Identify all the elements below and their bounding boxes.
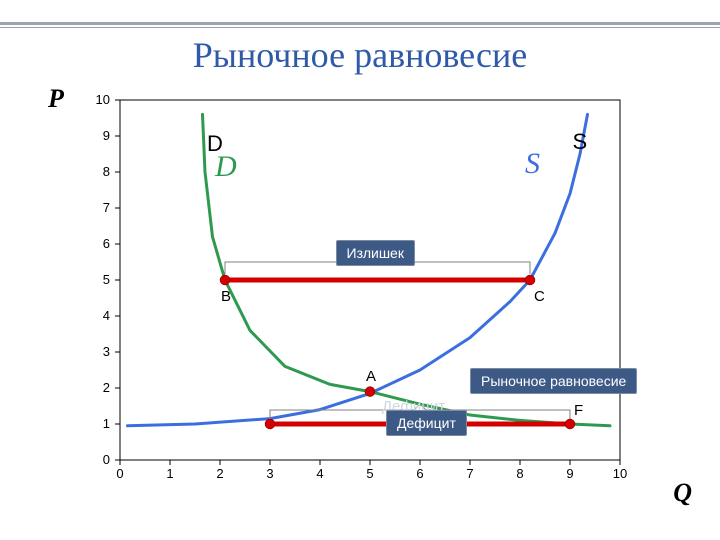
page-title: Рыночное равновесие <box>0 34 720 76</box>
svg-text:0: 0 <box>103 452 110 467</box>
supply-curve-label: S <box>525 147 540 181</box>
svg-text:2: 2 <box>216 466 223 481</box>
x-axis-label: Q <box>673 478 692 508</box>
svg-text:7: 7 <box>103 200 110 215</box>
point-F-label: F <box>574 402 583 419</box>
svg-text:9: 9 <box>103 128 110 143</box>
svg-text:10: 10 <box>96 92 110 107</box>
equilibrium-callout: Рыночное равновесие <box>470 368 637 394</box>
svg-text:10: 10 <box>613 466 627 481</box>
svg-text:1: 1 <box>103 416 110 431</box>
point-A-label: A <box>366 368 376 385</box>
svg-text:8: 8 <box>516 466 523 481</box>
svg-text:5: 5 <box>366 466 373 481</box>
svg-text:7: 7 <box>466 466 473 481</box>
svg-text:5: 5 <box>103 272 110 287</box>
svg-text:9: 9 <box>566 466 573 481</box>
svg-text:1: 1 <box>166 466 173 481</box>
svg-text:3: 3 <box>103 344 110 359</box>
supply-plain-label: S <box>573 129 588 155</box>
point-B-label: B <box>221 288 231 305</box>
y-axis-label: P <box>48 84 64 114</box>
header-rule <box>0 22 720 28</box>
deficit-label: Дефицит <box>386 410 467 436</box>
svg-text:2: 2 <box>103 380 110 395</box>
svg-text:8: 8 <box>103 164 110 179</box>
point-C-label: C <box>534 288 545 305</box>
svg-text:4: 4 <box>103 308 110 323</box>
svg-text:6: 6 <box>103 236 110 251</box>
chart-svg: 0 1 2 3 4 5 6 7 8 9 10 0 1 2 3 4 5 6 7 8 9 10 <box>70 90 630 490</box>
svg-text:0: 0 <box>116 466 123 481</box>
surplus-label: Излишек <box>336 240 415 266</box>
svg-text:4: 4 <box>316 466 323 481</box>
rule-thick <box>0 22 720 25</box>
market-equilibrium-chart: P Q 012345678910012345678910 DDSSИзлишек… <box>70 90 670 510</box>
demand-plain-label: D <box>207 131 223 157</box>
svg-text:6: 6 <box>416 466 423 481</box>
svg-text:3: 3 <box>266 466 273 481</box>
rule-thin <box>0 27 720 28</box>
